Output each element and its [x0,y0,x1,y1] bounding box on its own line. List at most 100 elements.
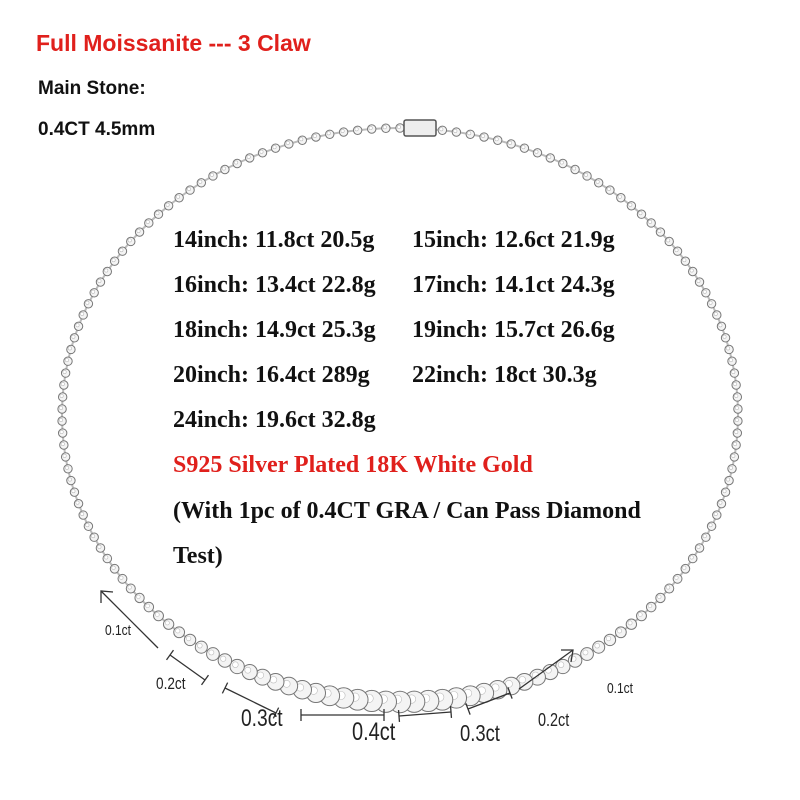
stone-facet [559,160,564,165]
stone-facet [605,635,612,642]
stone-facet [91,534,96,539]
stone-facet [164,620,170,626]
measure-line [224,687,277,714]
stone-facet [119,248,124,253]
stone-facet [713,512,718,516]
stone-facet [104,268,109,273]
stone-facet [682,565,687,570]
stone-facet [494,137,499,142]
stone-facet [467,131,472,136]
note-line-2: Test) [173,543,223,569]
stone-facet [197,642,203,649]
stone-facet [104,555,109,560]
stone-facet [59,429,64,434]
stone-facet [127,238,132,243]
stone-facet [232,661,239,668]
stone-facet [136,594,141,599]
stone-facet [285,140,290,145]
stone-facet [648,219,653,224]
stone-facet [702,534,707,539]
stone-facet [722,334,727,339]
stone-facet [208,649,215,656]
stone-facet [62,370,67,375]
stone-facet [259,149,264,154]
measure-line [518,649,574,690]
size-spec: 22inch: 18ct 30.3g [412,362,597,388]
stone-facet [165,202,170,207]
measure-line [397,709,401,723]
stone-facet [731,453,736,458]
stone-facet [674,575,679,580]
stone-facet [71,334,76,339]
stone-facet [657,229,662,233]
stone-facet [221,166,226,171]
stone-facet [534,149,539,154]
stone-facet [453,128,458,133]
stone-facet [584,172,588,177]
stone-size-label: 0.1ct [105,622,132,639]
stone-facet [111,258,116,263]
stone-facet [175,628,181,634]
stone-facet [682,258,687,263]
stone-facet [628,202,633,207]
measure-line [449,705,453,719]
stone-facet [244,666,252,674]
stone-facet [85,300,90,305]
clasp [403,119,437,137]
stone-facet [696,279,701,283]
stone-facet [272,145,277,150]
stone-facet [647,603,653,609]
stone-facet [269,676,278,684]
size-spec: 14inch: 11.8ct 20.5g [173,227,375,253]
stone-facet [627,620,633,626]
arrow-head [561,649,574,663]
stone-facet [111,565,116,570]
stone-facet [722,489,727,494]
stone-size-label: 0.2ct [156,674,186,693]
size-spec: 18inch: 14.9ct 25.3g [173,317,376,343]
stone-facet [312,133,317,138]
stone-facet [85,523,90,528]
stone-facet [617,628,622,634]
stone-facet [733,381,738,386]
stone-facet [728,358,733,363]
stone-facet [59,393,64,398]
stone-facet [127,585,132,590]
stone-facet [326,131,331,136]
stone-facet [198,179,203,184]
stone-facet [702,289,707,294]
measure-line [465,703,471,715]
stone-facet [728,465,733,470]
note-line-1: (With 1pc of 0.4CT GRA / Can Pass Diamon… [173,498,641,524]
stone-facet [119,575,124,580]
main-stone-label: Main Stone: [38,78,146,99]
stone-facet [340,128,345,133]
stone-facet [97,544,102,549]
stone-facet [60,441,65,446]
stone-facet [594,642,600,649]
stone-facet [396,124,401,129]
measure-line [507,687,513,699]
stone-facet [176,194,181,199]
stone-size-label: 0.4ct [352,718,396,746]
stone-facet [734,393,739,398]
stone-facet [97,279,102,283]
material: S925 Silver Plated 18K White Gold [173,452,533,478]
stone-facet [257,671,265,679]
stone-facet [382,125,387,130]
stone-facet [713,311,718,316]
stone-facet [246,154,251,159]
measure-line [165,649,175,661]
main-stone-value: 0.4CT 4.5mm [38,119,156,140]
stone-facet [145,603,150,609]
stone-facet [368,125,373,130]
size-spec: 17inch: 14.1ct 24.3g [412,272,615,298]
stone-facet [617,194,622,199]
arrow-head [100,590,114,603]
measure-line [169,654,206,681]
stone-facet [505,680,513,688]
stone-facet [572,166,577,171]
stone-facet [209,172,214,177]
